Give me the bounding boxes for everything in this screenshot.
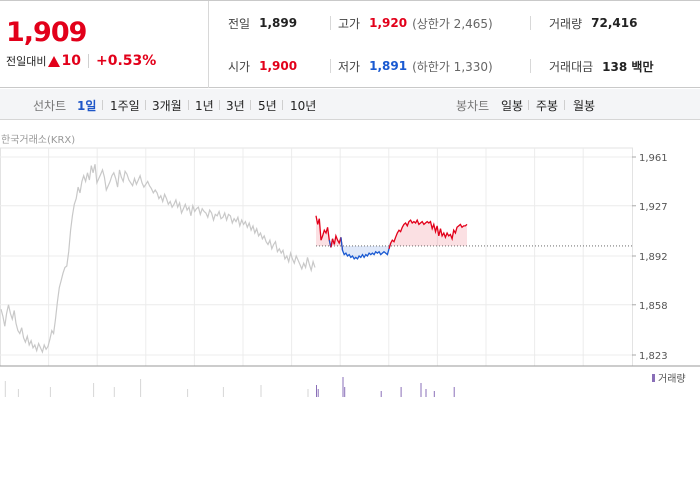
y-axis-ticks: 1,961 1,927 1,892 1,858 1,823 — [632, 153, 668, 362]
open-value: 1,900 — [259, 59, 298, 73]
change-rate: +0.53% — [95, 53, 157, 69]
divider — [330, 59, 331, 73]
candle-tab-daily[interactable]: 일봉 — [501, 99, 524, 113]
volume-bar — [113, 387, 115, 397]
open-field: 시가 1,900 — [228, 56, 297, 76]
volume-value: 72,416 — [591, 16, 638, 30]
change-label: 전일대비 — [6, 55, 47, 68]
change-row: 전일대비 10 +0.53% — [6, 53, 156, 69]
current-price: 1,909 — [6, 17, 87, 48]
divider — [282, 100, 283, 110]
change-value: 10 — [61, 53, 81, 69]
volume-legend-label: 거래량 — [658, 373, 686, 385]
volume-bar — [187, 389, 189, 397]
low-value: 1,891 — [369, 59, 408, 73]
up-fill-area — [389, 220, 467, 249]
period-tab-3y[interactable]: 3년 — [226, 99, 245, 113]
low-label: 저가 — [338, 59, 361, 74]
intraday-up-line — [315, 215, 332, 248]
period-tab-1y[interactable]: 1년 — [195, 99, 214, 113]
line-chart-label: 선차트 — [33, 99, 67, 113]
prev-close-value: 1,899 — [259, 16, 298, 30]
divider — [330, 16, 331, 30]
period-tab-1d[interactable]: 1일 — [77, 99, 97, 113]
divider — [219, 100, 220, 110]
volume-bar — [49, 387, 51, 397]
prev-close-label: 전일 — [228, 16, 251, 31]
y-tick-label: 1,858 — [639, 301, 668, 312]
volume-bar — [433, 391, 435, 397]
volume-bar — [453, 387, 455, 397]
period-tab-1w[interactable]: 1주일 — [110, 99, 140, 113]
amount-value: 138 백만 — [602, 59, 654, 74]
candle-tab-monthly[interactable]: 월봉 — [573, 99, 596, 113]
volume-bar — [316, 385, 317, 397]
volume-bar — [400, 387, 402, 397]
volume-bar — [93, 383, 95, 397]
divider — [530, 16, 531, 30]
intraday-up-line — [388, 218, 468, 249]
candle-tab-weekly[interactable]: 주봉 — [536, 99, 559, 113]
volume-bar — [344, 387, 346, 397]
change-divider — [87, 54, 89, 68]
price-box: 1,909 전일대비 10 +0.53% — [0, 1, 209, 88]
volume-bar — [342, 377, 344, 397]
volume-bar — [307, 389, 309, 397]
volume-bar — [420, 383, 422, 397]
volume-bar — [140, 379, 142, 397]
volume-legend: 거래량 — [652, 373, 686, 385]
volume-bar — [4, 381, 6, 397]
candle-chart-label: 봉차트 — [456, 99, 490, 113]
divider — [530, 59, 531, 73]
low-field: 저가 1,891 (하한가 1,330) — [338, 56, 493, 76]
high-field: 고가 1,920 (상한가 2,465) — [338, 13, 493, 33]
quote-panel: 1,909 전일대비 10 +0.53% 전일 1,899 고가 1,920 (… — [0, 0, 700, 88]
lower-limit: (하한가 1,330) — [412, 59, 493, 74]
down-fill-area — [340, 237, 391, 259]
divider — [188, 100, 189, 110]
divider — [145, 100, 146, 110]
chart-source-label: 한국거래소(KRX) — [1, 135, 76, 146]
volume-legend-swatch — [652, 374, 655, 382]
up-fill-area — [316, 215, 331, 248]
period-bar: 선차트 1일 1주일 3개월 1년 3년 5년 10년 봉차트 일봉 주봉 월봉 — [0, 89, 700, 120]
high-label: 고가 — [338, 16, 361, 31]
up-fill-area — [330, 235, 343, 251]
divider — [564, 100, 565, 110]
volume-bar — [17, 389, 19, 397]
up-triangle-icon — [48, 55, 61, 67]
volume-label: 거래량 — [549, 16, 583, 31]
price-chart: 1,961 1,927 1,892 1,858 1,823 거래량 — [0, 147, 700, 397]
prev-day-line — [0, 164, 316, 354]
prev-close-field: 전일 1,899 — [228, 13, 297, 33]
volume-bars — [4, 377, 455, 397]
y-tick-label: 1,823 — [639, 351, 668, 362]
volume-bar — [380, 391, 382, 397]
amount-field: 거래대금 138 백만 — [549, 56, 653, 76]
intraday-down-line — [340, 237, 392, 260]
amount-label: 거래대금 — [549, 59, 594, 74]
chart-grid — [0, 147, 700, 367]
high-value: 1,920 — [369, 16, 408, 30]
divider — [528, 100, 529, 110]
plot-border — [0, 147, 633, 367]
intraday-fill — [316, 215, 467, 259]
divider — [102, 100, 103, 110]
volume-field: 거래량 72,416 — [549, 13, 637, 33]
volume-bar — [260, 385, 262, 397]
upper-limit: (상한가 2,465) — [412, 16, 493, 31]
period-tab-5y[interactable]: 5년 — [258, 99, 277, 113]
open-label: 시가 — [228, 59, 251, 74]
period-tab-10y[interactable]: 10년 — [290, 99, 317, 113]
y-tick-label: 1,892 — [639, 252, 668, 263]
volume-bar — [317, 389, 319, 397]
volume-bar — [425, 389, 427, 397]
divider — [250, 100, 251, 110]
y-tick-label: 1,927 — [639, 202, 668, 213]
price-lines — [0, 164, 632, 354]
period-tab-3m[interactable]: 3개월 — [152, 99, 182, 113]
volume-bar — [222, 387, 224, 397]
y-tick-label: 1,961 — [639, 153, 668, 164]
